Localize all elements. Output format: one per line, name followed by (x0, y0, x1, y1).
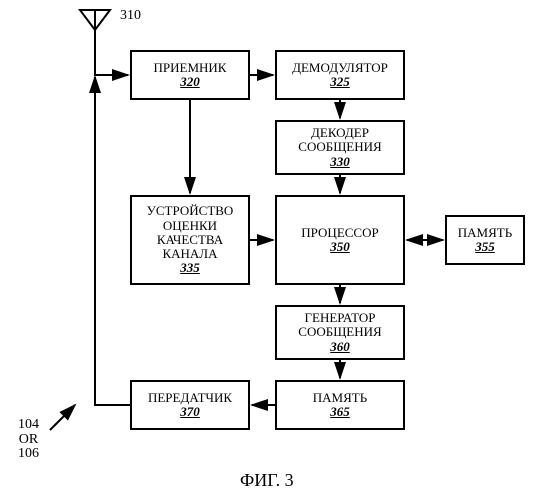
node-ref: 320 (180, 75, 200, 89)
node-label: ПАМЯТЬ (458, 226, 512, 240)
outer-ref-line: 104 (18, 418, 39, 433)
antenna-ref: 310 (120, 8, 141, 24)
node-label: ДЕКОДЕР (311, 126, 369, 140)
node-label: СООБЩЕНИЯ (298, 140, 381, 154)
node-label: ОЦЕНКИ (163, 219, 217, 233)
node-ref: 370 (180, 405, 200, 419)
outer-ref-line: 106 (18, 447, 39, 462)
figure-caption: ФИГ. 3 (240, 470, 294, 491)
node-ref: 330 (330, 155, 350, 169)
node-processor: ПРОЦЕССОР 350 (275, 195, 405, 285)
node-receiver: ПРИЕМНИК 320 (130, 50, 250, 100)
node-label: КАНАЛА (162, 247, 217, 261)
node-label: ДЕМОДУЛЯТОР (292, 61, 388, 75)
node-label: СООБЩЕНИЯ (298, 325, 381, 339)
node-tx: ПЕРЕДАТЧИК 370 (130, 380, 250, 430)
node-decoder: ДЕКОДЕР СООБЩЕНИЯ 330 (275, 120, 405, 175)
node-cqe: УСТРОЙСТВО ОЦЕНКИ КАЧЕСТВА КАНАЛА 335 (130, 195, 250, 285)
node-memory1: ПАМЯТЬ 355 (445, 215, 525, 265)
node-ref: 325 (330, 75, 350, 89)
node-ref: 355 (475, 240, 495, 254)
node-label: ПРИЕМНИК (154, 61, 227, 75)
node-ref: 365 (330, 405, 350, 419)
node-label: ПЕРЕДАТЧИК (148, 391, 232, 405)
node-label: КАЧЕСТВА (157, 233, 223, 247)
node-memory2: ПАМЯТЬ 365 (275, 380, 405, 430)
node-ref: 360 (330, 340, 350, 354)
node-label: ПРОЦЕССОР (301, 226, 378, 240)
node-ref: 350 (330, 240, 350, 254)
node-label: ГЕНЕРАТОР (305, 311, 376, 325)
outer-ref-label: 104 OR 106 (18, 418, 39, 462)
node-demod: ДЕМОДУЛЯТОР 325 (275, 50, 405, 100)
node-ref: 335 (180, 261, 200, 275)
node-msggen: ГЕНЕРАТОР СООБЩЕНИЯ 360 (275, 305, 405, 360)
node-label: УСТРОЙСТВО (147, 204, 234, 218)
outer-ref-line: OR (18, 433, 39, 448)
node-label: ПАМЯТЬ (313, 391, 367, 405)
